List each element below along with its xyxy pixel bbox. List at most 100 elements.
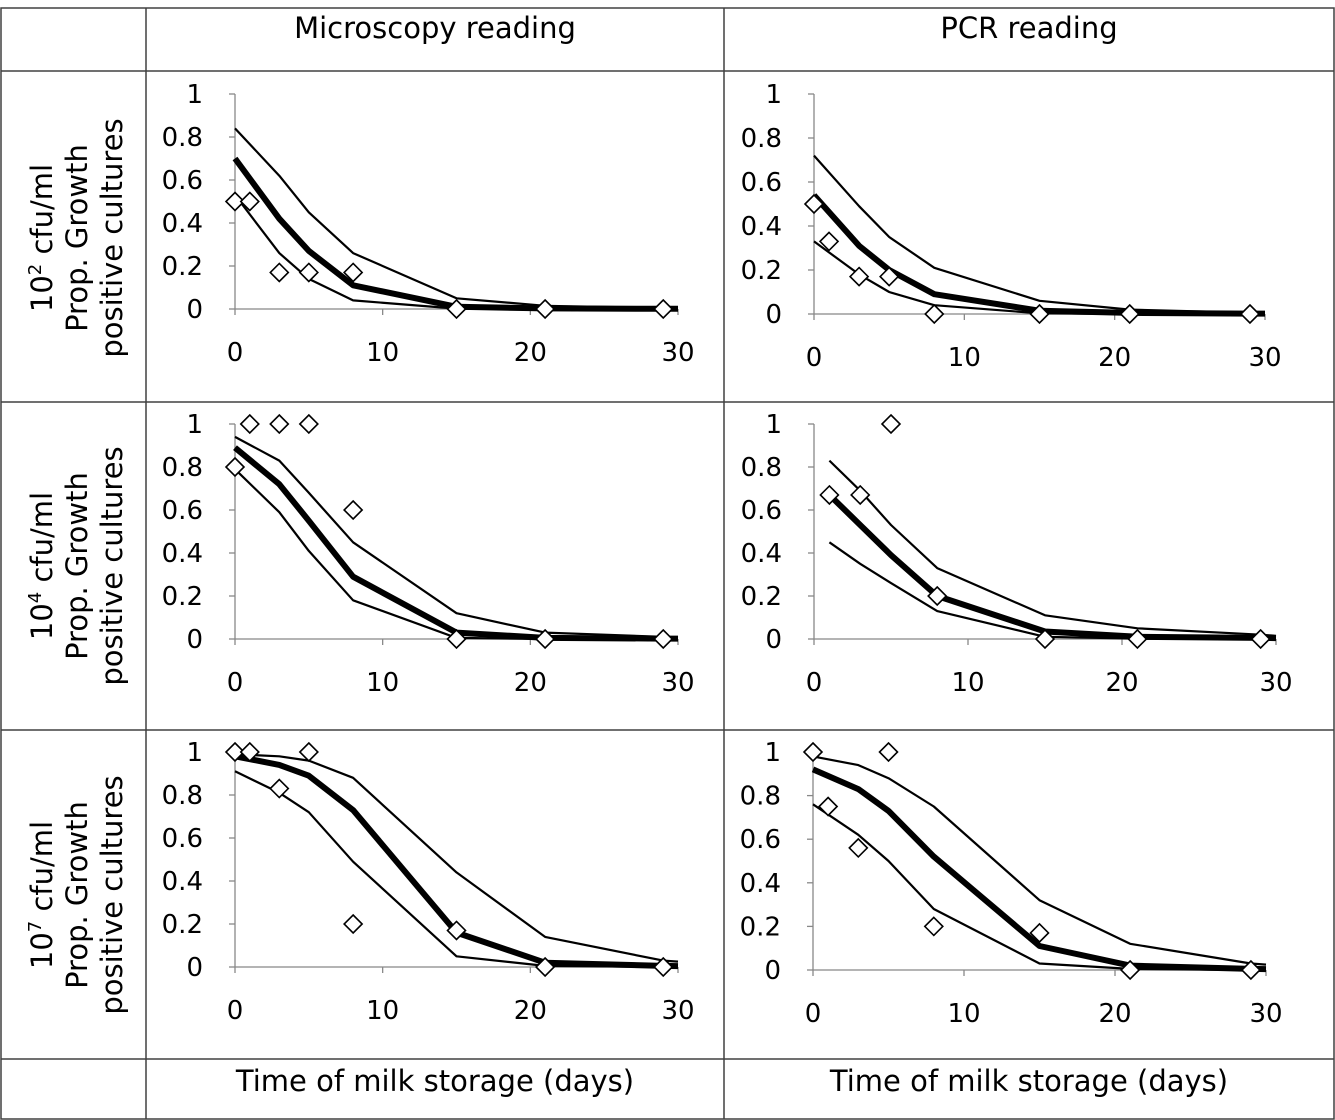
y-tick-label: 0	[765, 625, 782, 655]
x-tick-label: 30	[661, 996, 694, 1026]
x-tick-label: 20	[1098, 999, 1131, 1029]
y-tick-label: 0.6	[740, 825, 781, 855]
observed-point	[850, 484, 871, 506]
observed-point	[878, 741, 899, 763]
upper-bound-line	[234, 127, 679, 310]
observed-point	[446, 920, 467, 941]
y-tick-label: 0	[186, 295, 203, 325]
upper-bound-line	[812, 755, 1267, 966]
observed-point	[269, 778, 290, 799]
observed-point	[298, 741, 319, 763]
observed-point	[803, 193, 825, 215]
y-tick-label: 0	[764, 956, 781, 986]
x-tick-label: 10	[366, 668, 399, 698]
x-tick-label: 10	[948, 343, 981, 373]
y-tick-label: 0.6	[162, 824, 203, 854]
observed-point	[1119, 303, 1140, 325]
upper-bound-line	[234, 753, 679, 963]
observed-point	[802, 741, 824, 763]
y-tick-label: 0.2	[162, 910, 203, 940]
observed-point	[1119, 959, 1141, 981]
y-tick-label: 0.4	[741, 212, 782, 242]
y-tick-label: 0.8	[741, 453, 782, 483]
y-tick-label: 0.2	[741, 582, 782, 612]
x-tick-label: 10	[951, 668, 984, 698]
observed-point	[343, 262, 364, 283]
observed-point	[1127, 628, 1148, 650]
x-tick-label: 0	[227, 338, 244, 368]
observed-point	[923, 916, 944, 937]
y-axis-label-line2: positive cultures	[94, 118, 129, 358]
y-tick-label: 0.8	[162, 781, 203, 811]
x-tick-label: 0	[806, 343, 823, 373]
observed-point	[224, 456, 246, 478]
chart-row1-microscopy: 00.20.40.60.810 10 20 30	[162, 80, 695, 368]
observed-point	[818, 231, 840, 252]
x-tick-label: 20	[514, 996, 547, 1026]
upper-bound-line	[828, 459, 1277, 637]
y-tick-label: 0.4	[740, 869, 781, 899]
y-tick-label: 0.2	[162, 582, 203, 612]
fitted-line	[234, 753, 679, 970]
column-header-pcr: PCR reading	[940, 11, 1118, 45]
observed-point	[1240, 959, 1262, 981]
y-tick-label: 1	[765, 410, 782, 440]
y-tick-label: 0.4	[162, 867, 203, 897]
x-tick-label: 0	[227, 996, 244, 1026]
chart-row2-pcr: 00.20.40.60.810 10 20 30	[741, 410, 1293, 698]
upper-bound-line	[813, 154, 1266, 314]
y-axis-label-line1: Prop. Growth	[59, 801, 94, 989]
x-tick-label: 0	[806, 668, 823, 698]
observed-point	[880, 413, 902, 435]
x-axis-label-pcr: Time of milk storage (days)	[829, 1064, 1229, 1098]
y-tick-label: 0.6	[741, 496, 782, 526]
observed-point	[1034, 628, 1056, 650]
observed-point	[1250, 628, 1271, 650]
y-axis-label-line1: Prop. Growth	[59, 472, 94, 660]
y-tick-label: 1	[186, 738, 203, 768]
x-tick-label: 0	[805, 999, 822, 1029]
observed-point	[1029, 303, 1050, 325]
y-tick-label: 0.8	[740, 782, 781, 812]
concentration-label: 102 cfu/ml	[24, 163, 59, 313]
y-tick-label: 0	[186, 953, 203, 983]
y-tick-label: 0.6	[162, 496, 203, 526]
observed-point	[848, 837, 869, 859]
x-axis-label-microscopy: Time of milk storage (days)	[235, 1064, 635, 1098]
observed-point	[848, 266, 870, 287]
observed-point	[224, 191, 246, 212]
observed-point	[239, 741, 260, 763]
observed-point	[819, 484, 840, 506]
observed-point	[269, 413, 290, 435]
lower-bound-line	[234, 194, 678, 311]
observed-point	[534, 956, 556, 978]
x-tick-label: 10	[947, 999, 980, 1029]
observed-point	[269, 262, 290, 283]
y-tick-label: 1	[765, 80, 782, 110]
chart-row1-pcr: 00.20.40.60.810 10 20 30	[741, 80, 1282, 373]
y-tick-label: 0	[765, 300, 782, 330]
observed-point	[817, 796, 839, 817]
observed-point	[239, 413, 260, 435]
x-tick-label: 30	[661, 668, 694, 698]
observed-point	[927, 585, 948, 607]
observed-point	[446, 628, 467, 650]
fitted-line	[811, 193, 1265, 317]
y-tick-label: 0.4	[162, 539, 203, 569]
column-header-microscopy: Microscopy reading	[294, 11, 576, 45]
y-tick-label: 0.2	[740, 912, 781, 942]
x-tick-label: 30	[661, 338, 694, 368]
observed-point	[239, 191, 260, 212]
observed-point	[343, 913, 364, 935]
x-tick-label: 20	[514, 668, 547, 698]
y-tick-label: 1	[186, 80, 203, 110]
x-tick-label: 20	[1105, 668, 1138, 698]
y-tick-label: 0.8	[741, 124, 782, 154]
chart-row3-microscopy: 00.20.40.60.810 10 20 30	[162, 738, 695, 1026]
chart-row3-pcr: 00.20.40.60.810 10 20 30	[740, 738, 1283, 1029]
x-tick-label: 10	[366, 996, 399, 1026]
observed-point	[653, 956, 674, 978]
observed-point	[298, 262, 319, 283]
fitted-line	[233, 445, 678, 642]
